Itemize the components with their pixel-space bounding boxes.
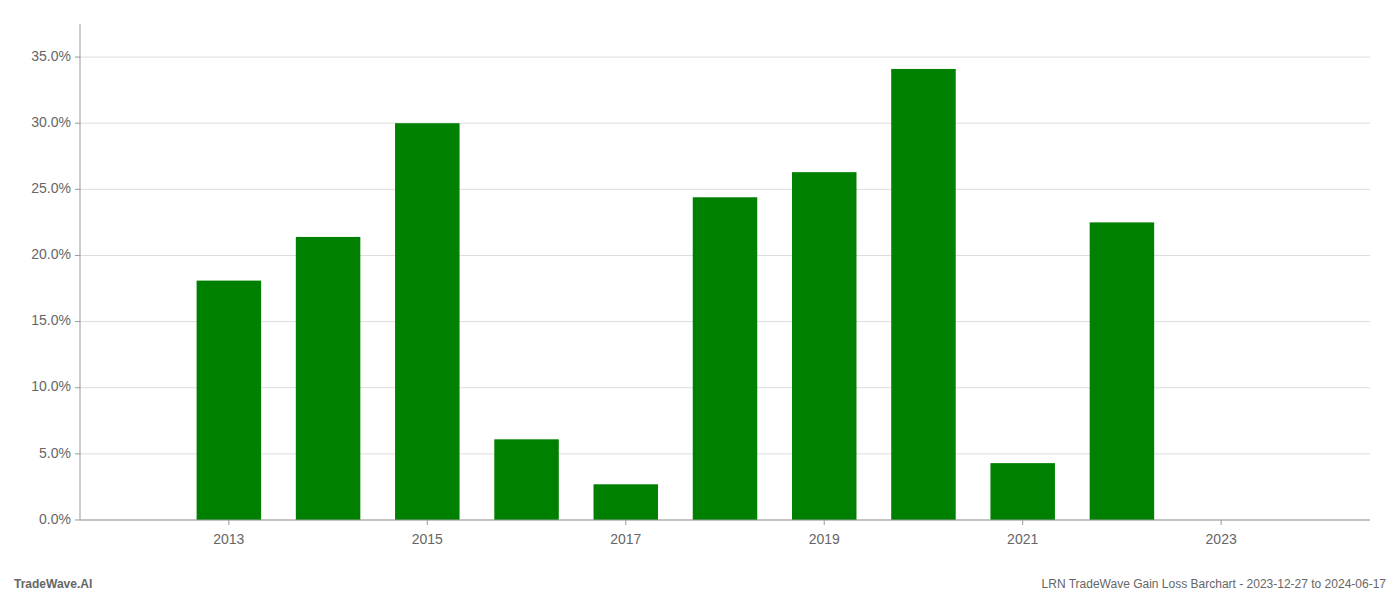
y-tick-label: 30.0% — [31, 114, 71, 130]
footer-right: LRN TradeWave Gain Loss Barchart - 2023-… — [1042, 577, 1387, 591]
y-tick — [75, 321, 80, 322]
bar — [891, 69, 956, 520]
bar — [594, 484, 659, 520]
bar — [990, 463, 1055, 520]
y-tick — [75, 255, 80, 256]
x-tick — [824, 520, 825, 525]
footer-left: TradeWave.AI — [14, 577, 92, 591]
x-axis-line — [80, 520, 1370, 521]
x-tick-label: 2013 — [213, 531, 244, 547]
bar — [197, 281, 262, 520]
x-tick — [1022, 520, 1023, 525]
bar — [296, 237, 361, 520]
grid-line — [80, 123, 1370, 124]
x-tick-label: 2017 — [610, 531, 641, 547]
y-tick-label: 15.0% — [31, 312, 71, 328]
x-tick-label: 2023 — [1206, 531, 1237, 547]
bar — [494, 439, 559, 520]
y-tick-label: 10.0% — [31, 378, 71, 394]
y-tick — [75, 123, 80, 124]
x-tick-label: 2015 — [412, 531, 443, 547]
y-tick-label: 20.0% — [31, 246, 71, 262]
y-tick — [75, 387, 80, 388]
grid-line — [80, 189, 1370, 190]
y-axis-line — [80, 24, 81, 520]
bar — [693, 197, 758, 520]
y-tick-label: 25.0% — [31, 180, 71, 196]
y-tick — [75, 189, 80, 190]
x-tick-label: 2021 — [1007, 531, 1038, 547]
y-tick-label: 35.0% — [31, 48, 71, 64]
y-tick — [75, 520, 80, 521]
y-tick — [75, 453, 80, 454]
x-tick — [1221, 520, 1222, 525]
y-tick-label: 0.0% — [39, 511, 71, 527]
bar — [1090, 222, 1155, 520]
bars — [197, 69, 1155, 520]
x-tick — [625, 520, 626, 525]
chart: 0.0% 5.0% 10.0% 15.0% 20.0% 25.0% 30.0% 35.0% 20… — [0, 0, 1400, 600]
x-tick — [228, 520, 229, 525]
grid — [80, 57, 1370, 520]
grid-line — [80, 520, 1370, 521]
y-tick-label: 5.0% — [39, 445, 71, 461]
x-tick-label: 2019 — [809, 531, 840, 547]
y-tick — [75, 57, 80, 58]
grid-line — [80, 57, 1370, 58]
x-tick — [427, 520, 428, 525]
bar — [395, 123, 460, 520]
bar — [792, 172, 857, 520]
